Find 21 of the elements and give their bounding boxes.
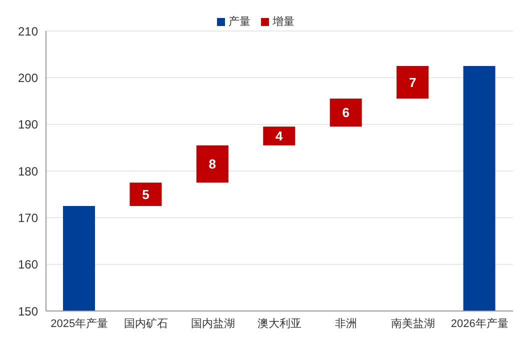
y-tick-label: 210: [18, 24, 38, 38]
y-tick-label: 170: [18, 210, 38, 225]
y-tick-label: 180: [18, 164, 38, 178]
legend-label: 产量: [228, 16, 250, 28]
x-tick-label: 非洲: [335, 316, 358, 330]
x-tick-label: 澳大利亚: [258, 316, 302, 330]
x-tick-label: 2026年产量: [450, 316, 508, 330]
x-tick-label: 国内矿石: [124, 316, 168, 330]
y-tick-label: 160: [18, 258, 38, 272]
x-tick-label: 2025年产量: [50, 316, 108, 330]
data-label: 4: [276, 128, 284, 144]
data-label: 7: [408, 74, 416, 90]
data-label: 8: [208, 156, 216, 172]
x-tick-label: 南美盐湖: [390, 316, 435, 330]
data-label: 6: [342, 105, 350, 120]
y-tick-label: 150: [18, 304, 38, 318]
y-tick-label: 190: [18, 118, 38, 132]
x-tick-label: 国内盐湖: [190, 316, 235, 330]
legend-label: 增量: [272, 16, 294, 28]
y-tick-label: 200: [18, 70, 38, 85]
data-label: 5: [142, 186, 150, 202]
